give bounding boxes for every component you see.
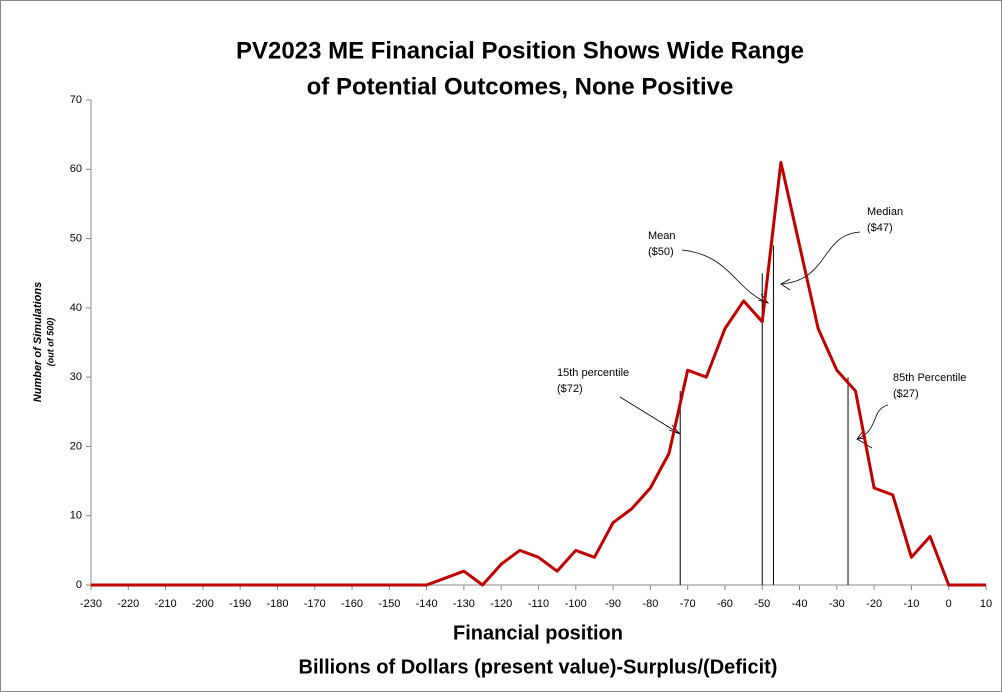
x-tick-label: -30: [829, 598, 845, 610]
y-tick-label: 70: [70, 94, 82, 106]
y-tick-label: 50: [70, 232, 82, 244]
x-tick-label: -90: [605, 598, 621, 610]
annotation-arrows: [619, 231, 889, 449]
x-tick-label: -190: [229, 598, 251, 610]
x-tick-label: -40: [792, 598, 808, 610]
x-tick-label: -170: [304, 598, 326, 610]
x-tick-label: -120: [490, 598, 512, 610]
x-tick-label: 0: [946, 598, 952, 610]
y-tick-label: 10: [70, 510, 82, 522]
x-tick-label: -10: [903, 598, 919, 610]
chart-title: of Potential Outcomes, None Positive: [307, 73, 734, 100]
x-tick-label: -130: [453, 598, 475, 610]
x-tick-label: -80: [642, 598, 658, 610]
x-axis-title: Financial position: [453, 622, 623, 644]
y-axis-title-line: Number of Simulations: [32, 282, 44, 402]
x-tick-label: -200: [192, 598, 214, 610]
x-tick-label: -110: [528, 598, 549, 610]
y-tick-label: 0: [76, 579, 82, 591]
annotation: 85th Percentile: [893, 372, 966, 384]
y-tick-label: 40: [70, 302, 82, 314]
x-tick-label: 10: [980, 598, 992, 610]
data-line: [91, 160, 986, 587]
x-tick-label: -180: [266, 598, 288, 610]
x-tick-label: -160: [341, 598, 363, 610]
x-tick-label: -220: [117, 598, 139, 610]
x-tick-label: -140: [416, 598, 438, 610]
annotation: Mean: [648, 230, 676, 242]
x-tick-label: -230: [80, 598, 102, 610]
chart-title: PV2023 ME Financial Position Shows Wide …: [236, 37, 804, 64]
x-tick-label: -70: [680, 598, 696, 610]
y-axis-title-line: (out of 500): [45, 318, 55, 367]
annotation: ($50): [648, 246, 674, 258]
y-axis-title: Number of Simulations (out of 500): [32, 282, 55, 402]
x-tick-label: -100: [565, 598, 587, 610]
x-tick-label: -210: [155, 598, 177, 610]
x-tick-label: -60: [717, 598, 733, 610]
x-tick-label: -20: [866, 598, 882, 610]
y-tick-label: 60: [70, 163, 82, 175]
annotation: Median: [867, 206, 903, 218]
annotation: ($27): [893, 388, 919, 400]
y-tick-label: 30: [70, 371, 82, 383]
x-axis-title: Billions of Dollars (present value)-Surp…: [299, 656, 778, 678]
x-tick-label: -50: [754, 598, 770, 610]
x-tick-label: -150: [378, 598, 400, 610]
y-tick-label: 20: [70, 440, 82, 452]
annotation: ($47): [867, 222, 893, 234]
annotation: ($72): [557, 383, 583, 395]
annotation: 15th percentile: [557, 367, 629, 379]
